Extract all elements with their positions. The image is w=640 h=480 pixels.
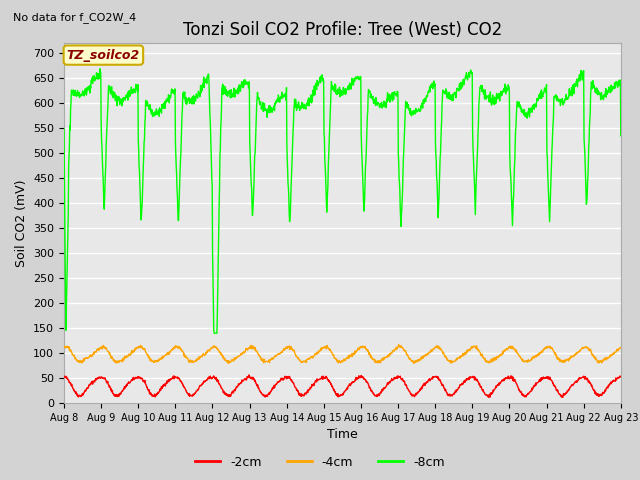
Text: No data for f_CO2W_4: No data for f_CO2W_4: [13, 12, 136, 23]
Y-axis label: Soil CO2 (mV): Soil CO2 (mV): [15, 180, 28, 267]
Legend: -2cm, -4cm, -8cm: -2cm, -4cm, -8cm: [190, 451, 450, 474]
Text: TZ_soilco2: TZ_soilco2: [67, 48, 140, 61]
X-axis label: Time: Time: [327, 429, 358, 442]
Title: Tonzi Soil CO2 Profile: Tree (West) CO2: Tonzi Soil CO2 Profile: Tree (West) CO2: [183, 21, 502, 39]
